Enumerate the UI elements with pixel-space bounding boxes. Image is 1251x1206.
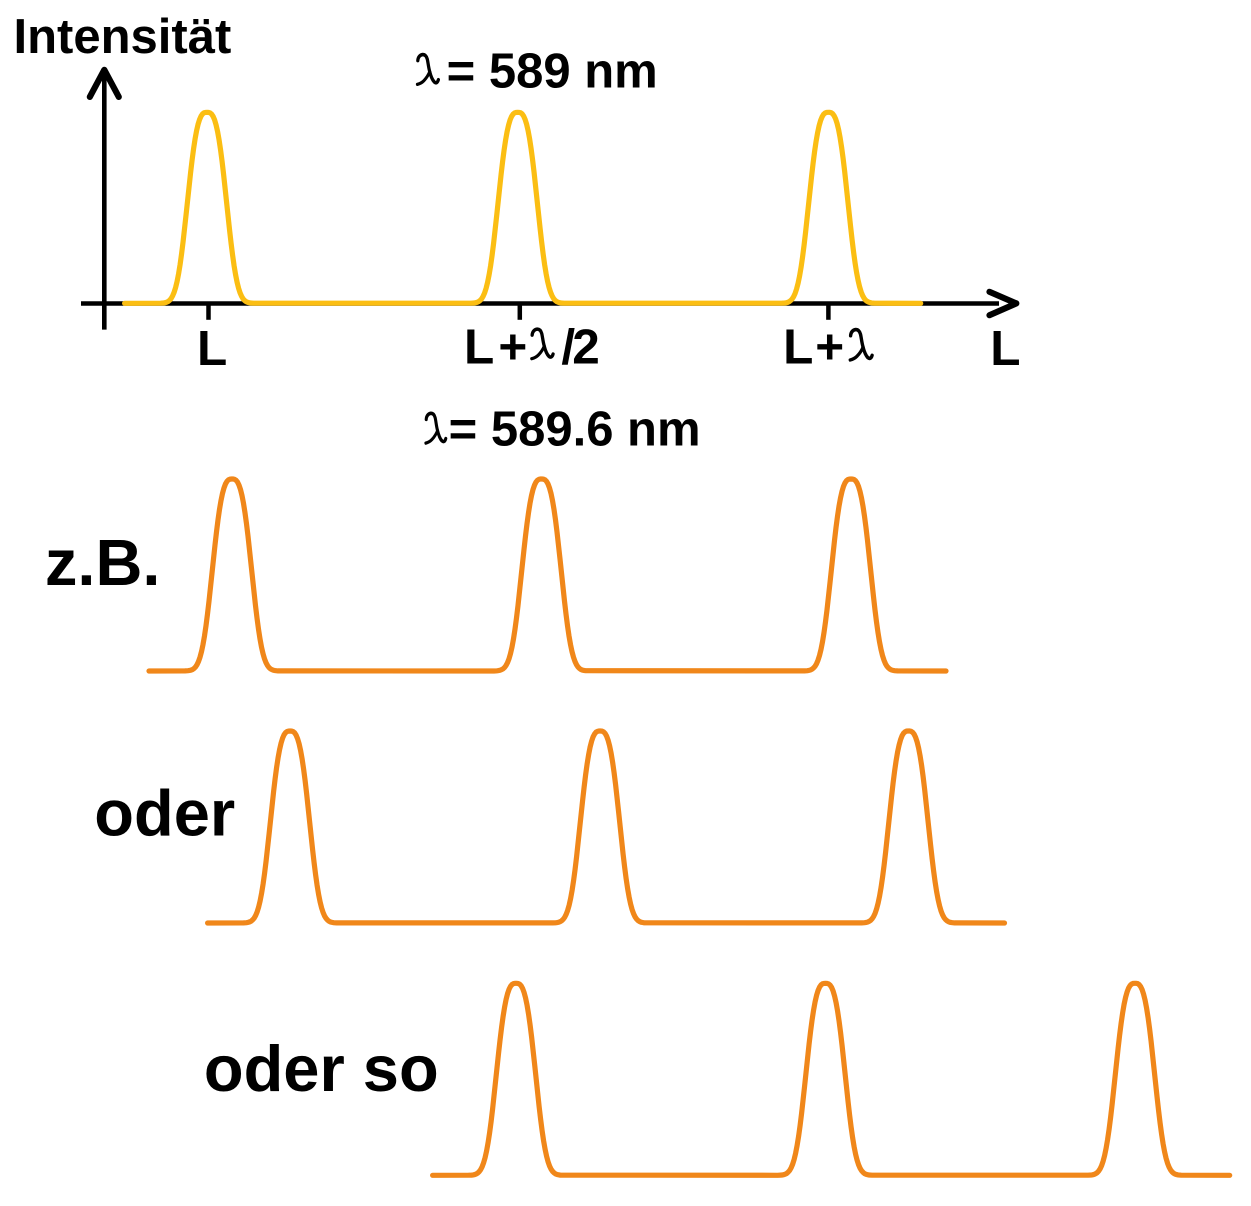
svg-text:/: / [561,319,575,374]
svg-text:= 589 nm: = 589 nm [447,44,658,98]
svg-text:L: L [197,321,227,376]
svg-text:z.B.: z.B. [45,526,161,599]
svg-text:+: + [815,319,844,374]
svg-text:L: L [783,319,813,374]
svg-text:oder: oder [94,777,235,850]
svg-text:L: L [464,319,494,374]
svg-text:+: + [498,319,527,374]
svg-text:L: L [990,321,1020,376]
svg-text:2: 2 [572,319,600,374]
svg-text:= 589.6 nm: = 589.6 nm [449,403,701,457]
svg-text:oder so: oder so [204,1032,439,1105]
svg-text:Intensität: Intensität [14,10,232,64]
